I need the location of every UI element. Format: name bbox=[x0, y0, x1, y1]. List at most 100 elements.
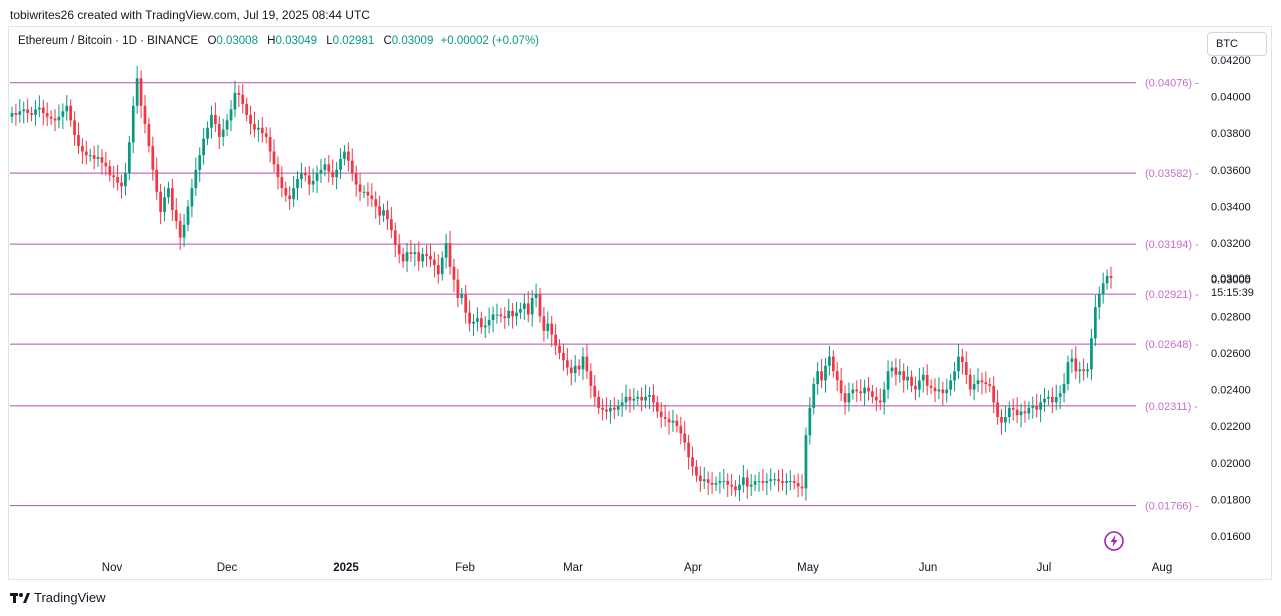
candle[interactable] bbox=[61, 103, 65, 130]
candle[interactable] bbox=[757, 471, 761, 492]
candle[interactable] bbox=[820, 358, 823, 389]
candle[interactable] bbox=[413, 244, 417, 267]
candle[interactable] bbox=[507, 298, 511, 327]
candle[interactable] bbox=[597, 390, 601, 415]
candle[interactable] bbox=[906, 365, 909, 390]
candle[interactable] bbox=[616, 399, 620, 417]
candle[interactable] bbox=[706, 471, 710, 496]
candle[interactable] bbox=[1039, 394, 1042, 422]
candle[interactable] bbox=[863, 379, 866, 406]
candle[interactable] bbox=[800, 474, 804, 497]
candle[interactable] bbox=[984, 371, 988, 394]
candle[interactable] bbox=[214, 102, 217, 132]
candle[interactable] bbox=[1101, 272, 1105, 304]
candle[interactable] bbox=[264, 126, 268, 144]
candle[interactable] bbox=[945, 378, 949, 403]
candle[interactable] bbox=[695, 460, 698, 482]
candle[interactable] bbox=[1019, 403, 1023, 428]
candle[interactable] bbox=[292, 175, 295, 208]
candle[interactable] bbox=[648, 387, 651, 410]
candle[interactable] bbox=[272, 139, 276, 173]
candle[interactable] bbox=[953, 361, 956, 392]
candle[interactable] bbox=[315, 165, 319, 194]
candle[interactable] bbox=[1097, 286, 1101, 320]
candle[interactable] bbox=[515, 301, 518, 326]
candle[interactable] bbox=[577, 359, 581, 376]
candle[interactable] bbox=[910, 370, 913, 393]
candle[interactable] bbox=[894, 358, 898, 386]
candle[interactable] bbox=[788, 470, 792, 491]
candle[interactable] bbox=[601, 398, 604, 421]
candle[interactable] bbox=[257, 119, 260, 142]
candle[interactable] bbox=[925, 364, 929, 396]
candle[interactable] bbox=[1054, 384, 1058, 411]
candle[interactable] bbox=[472, 313, 475, 336]
candle[interactable] bbox=[663, 404, 667, 427]
candle[interactable] bbox=[937, 377, 941, 400]
candle[interactable] bbox=[808, 397, 812, 445]
candle[interactable] bbox=[644, 384, 647, 409]
candle[interactable] bbox=[147, 117, 151, 153]
candle[interactable] bbox=[753, 474, 757, 492]
candle[interactable] bbox=[206, 121, 209, 146]
candle[interactable] bbox=[491, 306, 495, 333]
candle[interactable] bbox=[949, 373, 953, 396]
candle[interactable] bbox=[667, 410, 671, 435]
candle[interactable] bbox=[343, 145, 346, 166]
candle[interactable] bbox=[961, 348, 964, 375]
candle[interactable] bbox=[1011, 398, 1015, 421]
candle[interactable] bbox=[288, 186, 292, 210]
candle[interactable] bbox=[139, 70, 143, 119]
candle[interactable] bbox=[170, 178, 174, 221]
candle[interactable] bbox=[1090, 328, 1093, 381]
candle[interactable] bbox=[831, 350, 835, 378]
candle[interactable] bbox=[847, 382, 851, 412]
candle[interactable] bbox=[683, 421, 687, 451]
candle[interactable] bbox=[1007, 401, 1011, 424]
candle[interactable] bbox=[370, 183, 374, 208]
candle[interactable] bbox=[628, 388, 632, 413]
candle[interactable] bbox=[18, 98, 22, 123]
candle[interactable] bbox=[687, 434, 690, 470]
candle[interactable] bbox=[151, 136, 155, 181]
candle[interactable] bbox=[761, 468, 765, 491]
candle[interactable] bbox=[882, 381, 886, 415]
candle[interactable] bbox=[468, 300, 471, 332]
candle[interactable] bbox=[194, 157, 198, 197]
candle[interactable] bbox=[280, 166, 284, 198]
candle[interactable] bbox=[569, 359, 573, 386]
candle[interactable] bbox=[1062, 373, 1066, 403]
candle[interactable] bbox=[327, 155, 331, 183]
candle[interactable] bbox=[785, 473, 788, 496]
candle[interactable] bbox=[1047, 390, 1050, 406]
candle[interactable] bbox=[382, 203, 385, 223]
candle[interactable] bbox=[120, 174, 123, 199]
candle[interactable] bbox=[448, 230, 452, 275]
candle[interactable] bbox=[108, 159, 112, 182]
candle[interactable] bbox=[69, 99, 73, 127]
candle[interactable] bbox=[1066, 355, 1070, 391]
candle[interactable] bbox=[698, 466, 702, 492]
candle[interactable] bbox=[730, 473, 733, 496]
candle[interactable] bbox=[49, 110, 53, 125]
candle[interactable] bbox=[174, 197, 178, 229]
candle[interactable] bbox=[57, 104, 61, 129]
candle[interactable] bbox=[675, 414, 679, 433]
candle[interactable] bbox=[1070, 349, 1074, 373]
candle[interactable] bbox=[996, 390, 999, 425]
candle[interactable] bbox=[202, 127, 206, 165]
candle[interactable] bbox=[851, 383, 855, 400]
candle[interactable] bbox=[433, 251, 436, 278]
candle[interactable] bbox=[835, 361, 839, 392]
candle[interactable] bbox=[73, 111, 76, 146]
candle[interactable] bbox=[323, 157, 327, 177]
candle[interactable] bbox=[217, 116, 221, 150]
candle[interactable] bbox=[303, 167, 307, 182]
candle[interactable] bbox=[796, 473, 800, 498]
candle[interactable] bbox=[745, 469, 749, 499]
candle[interactable] bbox=[519, 302, 522, 320]
candle[interactable] bbox=[898, 358, 902, 383]
candle[interactable] bbox=[186, 200, 190, 232]
candle[interactable] bbox=[112, 166, 116, 188]
candle[interactable] bbox=[714, 476, 718, 492]
